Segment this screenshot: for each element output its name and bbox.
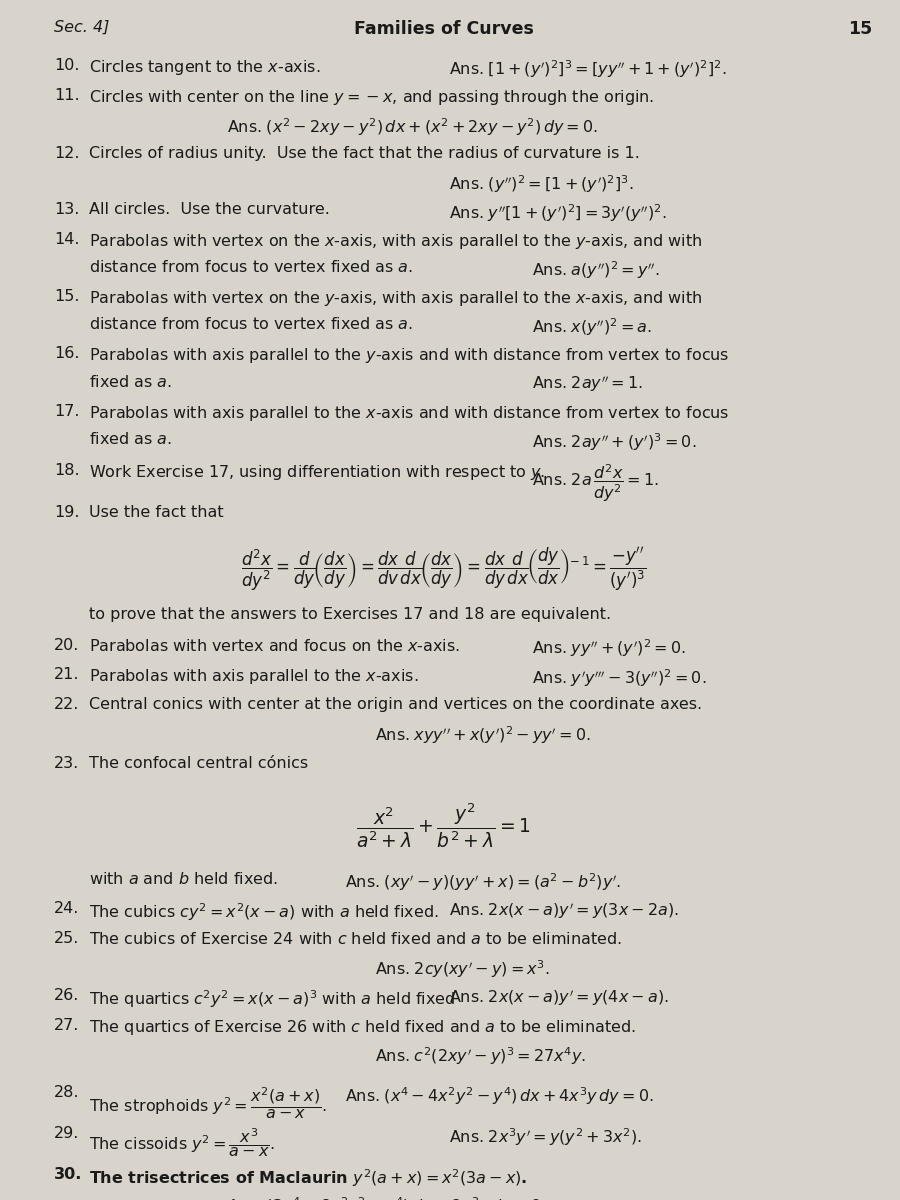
Text: Ans.$\;2ay'' = 1$.: Ans.$\;2ay'' = 1$.: [533, 374, 644, 394]
Text: 22.: 22.: [54, 697, 79, 713]
Text: 25.: 25.: [54, 931, 79, 946]
Text: Ans.$\;c^2(2xy' - y)^3 = 27x^4y$.: Ans.$\;c^2(2xy' - y)^3 = 27x^4y$.: [374, 1045, 586, 1067]
Text: 17.: 17.: [54, 403, 80, 419]
Text: 26.: 26.: [54, 988, 79, 1003]
Text: The quartics of Exercise 26 with $c$ held fixed and $a$ to be eliminated.: The quartics of Exercise 26 with $c$ hel…: [89, 1018, 635, 1037]
Text: with $a$ and $b$ held fixed.: with $a$ and $b$ held fixed.: [89, 871, 278, 887]
Text: $\dfrac{d^2x}{dy^2} = \dfrac{d}{dy}\!\left(\dfrac{dx}{dy}\right)= \dfrac{dx}{dv}: $\dfrac{d^2x}{dy^2} = \dfrac{d}{dy}\!\le…: [241, 546, 646, 594]
Text: 15: 15: [848, 19, 872, 37]
Text: 13.: 13.: [54, 202, 79, 217]
Text: 12.: 12.: [54, 145, 80, 161]
Text: 29.: 29.: [54, 1127, 79, 1141]
Text: Circles tangent to the $x$-axis.: Circles tangent to the $x$-axis.: [89, 59, 320, 78]
Text: Work Exercise 17, using differentiation with respect to $y$.: Work Exercise 17, using differentiation …: [89, 463, 545, 481]
Text: 18.: 18.: [54, 463, 80, 478]
Text: Circles of radius unity.  Use the fact that the radius of curvature is 1.: Circles of radius unity. Use the fact th…: [89, 145, 640, 161]
Text: The cissoids $y^2 = \dfrac{x^3}{a-x}$.: The cissoids $y^2 = \dfrac{x^3}{a-x}$.: [89, 1127, 275, 1159]
Text: distance from focus to vertex fixed as $a$.: distance from focus to vertex fixed as $…: [89, 317, 413, 332]
Text: Ans.$\;(y'')^2 = [1 + (y')^2]^3$.: Ans.$\;(y'')^2 = [1 + (y')^2]^3$.: [448, 173, 634, 194]
Text: Ans.$\;(xy' - y)(yy' + x) = (a^2 - b^2)y'$.: Ans.$\;(xy' - y)(yy' + x) = (a^2 - b^2)y…: [345, 871, 621, 893]
Text: Families of Curves: Families of Curves: [354, 19, 534, 37]
Text: Parabolas with axis parallel to the $y$-axis and with distance from vertex to fo: Parabolas with axis parallel to the $y$-…: [89, 347, 729, 365]
Text: The trisectrices of Maclaurin $y^2(a + x) = x^2(3a - x)$.: The trisectrices of Maclaurin $y^2(a + x…: [89, 1168, 527, 1189]
Text: Ans.$\;2x(x-a)y' = y(4x-a)$.: Ans.$\;2x(x-a)y' = y(4x-a)$.: [448, 988, 668, 1008]
Text: Ans.$\;y'y''' - 3(y'')^2 = 0$.: Ans.$\;y'y''' - 3(y'')^2 = 0$.: [533, 667, 706, 689]
Text: 28.: 28.: [54, 1085, 80, 1100]
Text: Parabolas with axis parallel to the $x$-axis.: Parabolas with axis parallel to the $x$-…: [89, 667, 418, 686]
Text: Parabolas with vertex on the $x$-axis, with axis parallel to the $y$-axis, and w: Parabolas with vertex on the $x$-axis, w…: [89, 232, 702, 251]
Text: Ans.$\;2a\,\dfrac{d^2x}{dy^2} = 1$.: Ans.$\;2a\,\dfrac{d^2x}{dy^2} = 1$.: [533, 463, 660, 504]
Text: to prove that the answers to Exercises 17 and 18 are equivalent.: to prove that the answers to Exercises 1…: [89, 607, 611, 622]
Text: Ans.$\;x(y'')^2 = a$.: Ans.$\;x(y'')^2 = a$.: [533, 317, 652, 338]
Text: Parabolas with axis parallel to the $x$-axis and with distance from vertex to fo: Parabolas with axis parallel to the $x$-…: [89, 403, 729, 422]
Text: The confocal central cónics: The confocal central cónics: [89, 756, 308, 772]
Text: 23.: 23.: [54, 756, 79, 772]
Text: Ans.$\;2ay'' + (y')^3 = 0$.: Ans.$\;2ay'' + (y')^3 = 0$.: [533, 431, 697, 452]
Text: Ans.$\;(x^2 - 2xy - y^2)\,dx + (x^2 + 2xy - y^2)\,dy = 0$.: Ans.$\;(x^2 - 2xy - y^2)\,dx + (x^2 + 2x…: [227, 116, 598, 138]
Text: The cubics $cy^2 = x^2(x-a)$ with $a$ held fixed.: The cubics $cy^2 = x^2(x-a)$ with $a$ he…: [89, 901, 438, 923]
Text: 19.: 19.: [54, 504, 80, 520]
Text: 16.: 16.: [54, 347, 80, 361]
Text: Ans.$\;(3x^4 - 6x^2y^2 - y^4)\,dx + 8x^3y\,dy = 0$.: Ans.$\;(3x^4 - 6x^2y^2 - y^4)\,dx + 8x^3…: [227, 1195, 545, 1200]
Text: Central conics with center at the origin and vertices on the coordinate axes.: Central conics with center at the origin…: [89, 697, 702, 713]
Text: fixed as $a$.: fixed as $a$.: [89, 374, 172, 390]
Text: fixed as $a$.: fixed as $a$.: [89, 431, 172, 448]
Text: 10.: 10.: [54, 59, 80, 73]
Text: distance from focus to vertex fixed as $a$.: distance from focus to vertex fixed as $…: [89, 259, 413, 275]
Text: 20.: 20.: [54, 637, 79, 653]
Text: Ans.$\;xyy'' + x(y')^2 - yy' = 0$.: Ans.$\;xyy'' + x(y')^2 - yy' = 0$.: [374, 725, 590, 746]
Text: 14.: 14.: [54, 232, 80, 247]
Text: 11.: 11.: [54, 89, 80, 103]
Text: Ans.$\;a(y'')^2 = y''$.: Ans.$\;a(y'')^2 = y''$.: [533, 259, 660, 281]
Text: Parabolas with vertex on the $y$-axis, with axis parallel to the $x$-axis, and w: Parabolas with vertex on the $y$-axis, w…: [89, 289, 702, 308]
Text: The cubics of Exercise 24 with $c$ held fixed and $a$ to be eliminated.: The cubics of Exercise 24 with $c$ held …: [89, 931, 622, 947]
Text: Ans.$\;(x^4 - 4x^2y^2 - y^4)\,dx + 4x^3y\,dy = 0$.: Ans.$\;(x^4 - 4x^2y^2 - y^4)\,dx + 4x^3y…: [345, 1085, 653, 1106]
Text: 24.: 24.: [54, 901, 79, 916]
Text: Sec. 4]: Sec. 4]: [54, 19, 110, 35]
Text: All circles.  Use the curvature.: All circles. Use the curvature.: [89, 202, 329, 217]
Text: Use the fact that: Use the fact that: [89, 504, 223, 520]
Text: The quartics $c^2y^2 = x(x-a)^3$ with $a$ held fixed: The quartics $c^2y^2 = x(x-a)^3$ with $a…: [89, 988, 455, 1010]
Text: Ans.$\;yy'' + (y')^2 = 0$.: Ans.$\;yy'' + (y')^2 = 0$.: [533, 637, 687, 659]
Text: 21.: 21.: [54, 667, 80, 683]
Text: Circles with center on the line $y = -x$, and passing through the origin.: Circles with center on the line $y = -x$…: [89, 89, 654, 107]
Text: Ans.$\;2x^3y' = y(y^2 + 3x^2)$.: Ans.$\;2x^3y' = y(y^2 + 3x^2)$.: [448, 1127, 642, 1148]
Text: 27.: 27.: [54, 1018, 79, 1033]
Text: $\dfrac{x^2}{a^2+\lambda} + \dfrac{y^2}{b^2+\lambda} = 1$: $\dfrac{x^2}{a^2+\lambda} + \dfrac{y^2}{…: [356, 800, 531, 850]
Text: The strophoids $y^2 = \dfrac{x^2(a+x)}{a-x}$.: The strophoids $y^2 = \dfrac{x^2(a+x)}{a…: [89, 1085, 327, 1121]
Text: 30.: 30.: [54, 1168, 83, 1182]
Text: Ans.$\;y''[1 + (y')^2] = 3y'(y'')^2$.: Ans.$\;y''[1 + (y')^2] = 3y'(y'')^2$.: [448, 202, 666, 223]
Text: Ans.$\;2cy(xy' - y) = x^3$.: Ans.$\;2cy(xy' - y) = x^3$.: [374, 959, 550, 980]
Text: Parabolas with vertex and focus on the $x$-axis.: Parabolas with vertex and focus on the $…: [89, 637, 460, 654]
Text: Ans.$\;[1 + (y')^2]^3 = [yy'' + 1 + (y')^2]^2$.: Ans.$\;[1 + (y')^2]^3 = [yy'' + 1 + (y')…: [448, 59, 726, 80]
Text: Ans.$\;2x(x-a)y' = y(3x-2a)$.: Ans.$\;2x(x-a)y' = y(3x-2a)$.: [448, 901, 679, 922]
Text: 15.: 15.: [54, 289, 80, 304]
